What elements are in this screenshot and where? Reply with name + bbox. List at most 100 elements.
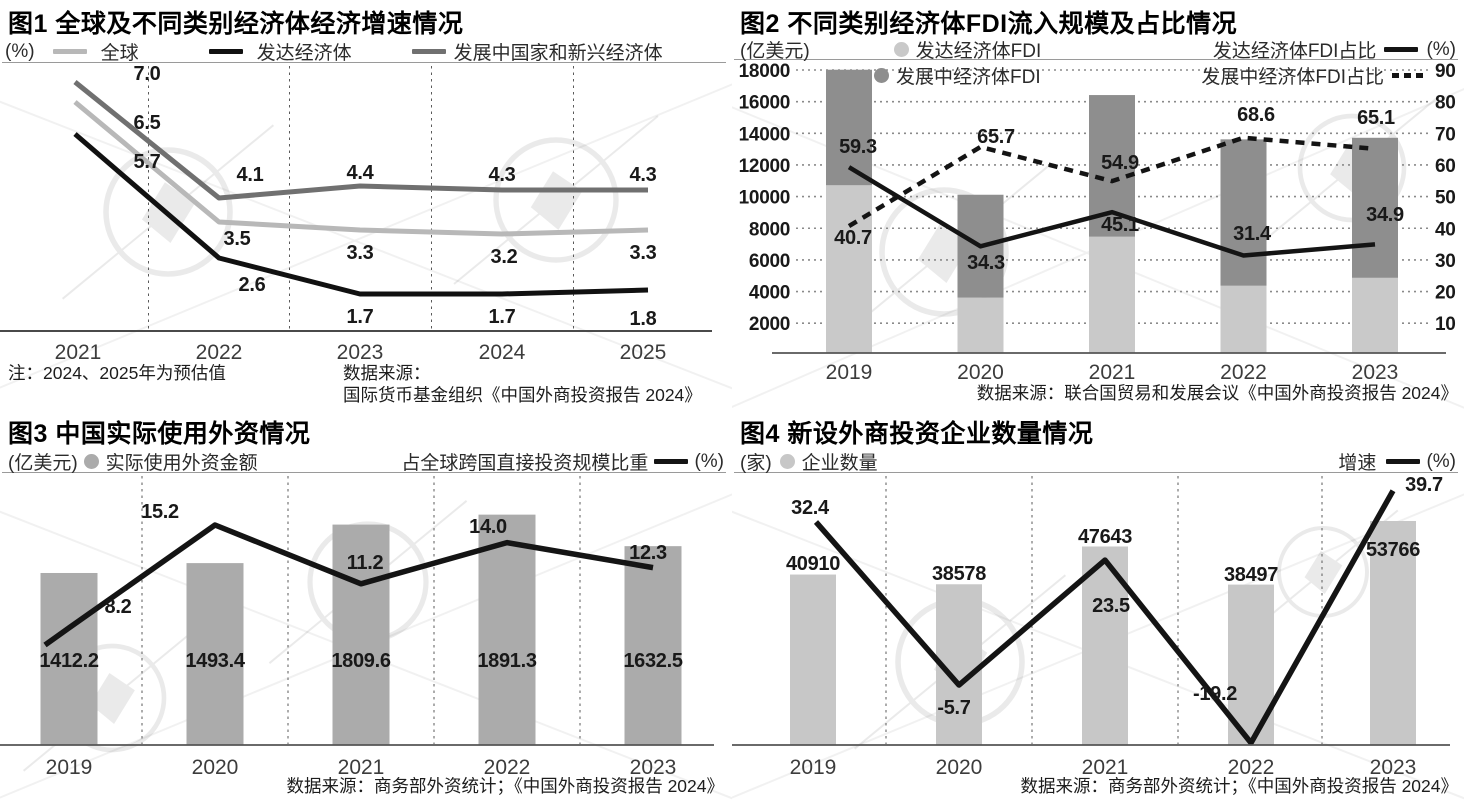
fig2-legend-dot-developing-icon [874, 68, 889, 83]
value-label: 34.3 [967, 252, 1005, 274]
value-label: 65.1 [1357, 107, 1395, 129]
fig3-title: 图3 中国实际使用外资情况 [8, 420, 311, 448]
value-label: 40 [1435, 219, 1456, 240]
value-label: 4.3 [489, 164, 516, 186]
fig4-bar [1370, 520, 1416, 745]
fig4-legend-line-icon [1386, 459, 1421, 464]
value-label: 14.0 [469, 516, 507, 538]
fig3-legend-label-bar: 实际使用外资金额 [105, 453, 258, 474]
value-label: 70 [1435, 124, 1456, 145]
fig2-legend-label-developed-bar: 发达经济体FDI [915, 41, 1042, 62]
fig4-plot: 40910 38578 47643 38497 53766 32.4 -5.7 23.5 -19… [732, 474, 1464, 800]
fig4-legend-dot-icon [779, 454, 795, 469]
fig2-stacked-bar [957, 194, 1004, 353]
value-label: 2023 [337, 341, 384, 364]
fig1-legend-label-global: 全球 [100, 43, 139, 64]
fig2-unit-right: (%) [1426, 38, 1456, 60]
fig3-bar [478, 514, 536, 745]
fig3-bar [624, 546, 682, 745]
fig2-legend-label-developed-share: 发达经济体FDI占比 [1212, 41, 1377, 62]
value-label: 2025 [620, 341, 667, 364]
value-label: 34.9 [1366, 204, 1404, 226]
value-label: 68.6 [1237, 104, 1275, 126]
panel-fig1: 图1 全球及不同类别经济体经济增速情况 (%) 全球 发达经济体 发展中国家和新… [0, 0, 732, 410]
fig3-source: 数据来源：商务部外资统计；《中国外商投资报告 2024》 [286, 776, 724, 796]
value-label: 20 [1435, 283, 1456, 304]
fig2-legend-rule [734, 59, 1458, 60]
value-label: 5.7 [134, 151, 161, 173]
value-label: 2019 [826, 361, 873, 384]
value-label: 90 [1435, 61, 1456, 82]
value-label: 80 [1435, 93, 1456, 114]
panel-fig4: 图4 新设外商投资企业数量情况 (家) 企业数量 增速 (%) 40910 385… [732, 410, 1464, 800]
value-label: 31.4 [1233, 223, 1272, 245]
value-label: 23.5 [1092, 595, 1130, 617]
fig4-legend: (家) 企业数量 增速 (%) [740, 448, 1456, 475]
fig2-stacked-bar [826, 69, 872, 353]
value-label: 2021 [338, 756, 385, 779]
fig4-title: 图4 新设外商投资企业数量情况 [740, 420, 1094, 448]
value-label: 30 [1435, 251, 1456, 272]
fig1-title: 图1 全球及不同类别经济体经济增速情况 [8, 10, 464, 38]
value-label: 7.0 [134, 63, 161, 85]
fig3-legend-rule [2, 472, 726, 473]
value-label: 4.3 [630, 164, 657, 186]
fig1-legend-rule [2, 62, 726, 63]
fig1-legend-line-developed-icon [208, 49, 243, 54]
panel-fig2: 图2 不同类别经济体FDI流入规模及占比情况 (亿美元) 发达经济体FDI 发达… [732, 0, 1464, 410]
value-label: 6.5 [134, 112, 161, 134]
value-label: 1891.3 [477, 650, 537, 672]
value-label: -5.7 [937, 697, 970, 719]
fig1-legend-label-developing: 发展中国家和新兴经济体 [453, 43, 663, 64]
fig3-bar [186, 563, 244, 745]
fig1-source-prefix: 数据来源： [343, 363, 431, 383]
value-label: 40.7 [834, 227, 872, 249]
value-label: 2021 [55, 341, 102, 364]
value-label: 15.2 [141, 501, 179, 523]
value-label: 2020 [192, 756, 239, 779]
value-label: 47643 [1078, 526, 1132, 548]
fig2-legend-line-solid-icon [1384, 47, 1419, 52]
fig2-unit-left: (亿美元) [740, 41, 810, 62]
fig3-legend-line-icon [654, 459, 689, 464]
value-label: 2021 [1082, 756, 1129, 779]
value-label: 59.3 [839, 136, 877, 158]
value-label: 2000 [749, 314, 790, 335]
value-label: 2023 [630, 756, 677, 779]
value-label: 2021 [1089, 361, 1136, 384]
fig1-line-series-1 [73, 132, 649, 297]
fig3-legend: (亿美元) 实际使用外资金额 占全球跨国直接投资规模比重 (%) [8, 448, 724, 475]
watermark-logo [453, 115, 659, 285]
fig1-unit-left: (%) [5, 40, 35, 62]
fig4-legend-label-line: 增速 [1338, 453, 1377, 474]
fig2-legend-row2: 发展中经济体FDI 发展中经济体FDI占比 [874, 62, 1424, 89]
value-label: 6000 [749, 251, 790, 272]
fig2-stacked-bar [1352, 137, 1398, 353]
fig1-legend: (%) 全球 发达经济体 发展中国家和新兴经济体 [5, 38, 663, 65]
value-label: 8.2 [105, 596, 132, 618]
value-label: 40910 [786, 553, 840, 575]
fig1-line-series-0 [73, 100, 649, 237]
value-label: 3.3 [347, 242, 374, 264]
value-label: 1.7 [347, 306, 374, 328]
fig3-unit-left: (亿美元) [8, 453, 78, 474]
value-label: 2022 [1228, 756, 1275, 779]
value-label: 3.2 [491, 246, 518, 268]
value-label: 2020 [936, 756, 983, 779]
value-label: 1.7 [489, 306, 516, 328]
value-label: 2019 [790, 756, 837, 779]
fig1-source: 国际货币基金组织《中国外商投资报告 2024》 [343, 385, 702, 405]
value-label: 2024 [479, 341, 526, 364]
fig4-unit-right: (%) [1426, 450, 1456, 472]
fig4-legend-rule [734, 472, 1458, 473]
watermark-cross-lines [0, 83, 732, 390]
value-label: -19.2 [1193, 683, 1237, 705]
value-label: 11.2 [347, 552, 384, 574]
fig2-stacked-bar [1220, 139, 1267, 353]
fig3-legend-dot-icon [83, 454, 99, 469]
value-label: 38578 [932, 563, 986, 585]
value-label: 10 [1435, 314, 1456, 335]
value-label: 1809.6 [331, 650, 391, 672]
value-label: 53766 [1366, 539, 1420, 561]
